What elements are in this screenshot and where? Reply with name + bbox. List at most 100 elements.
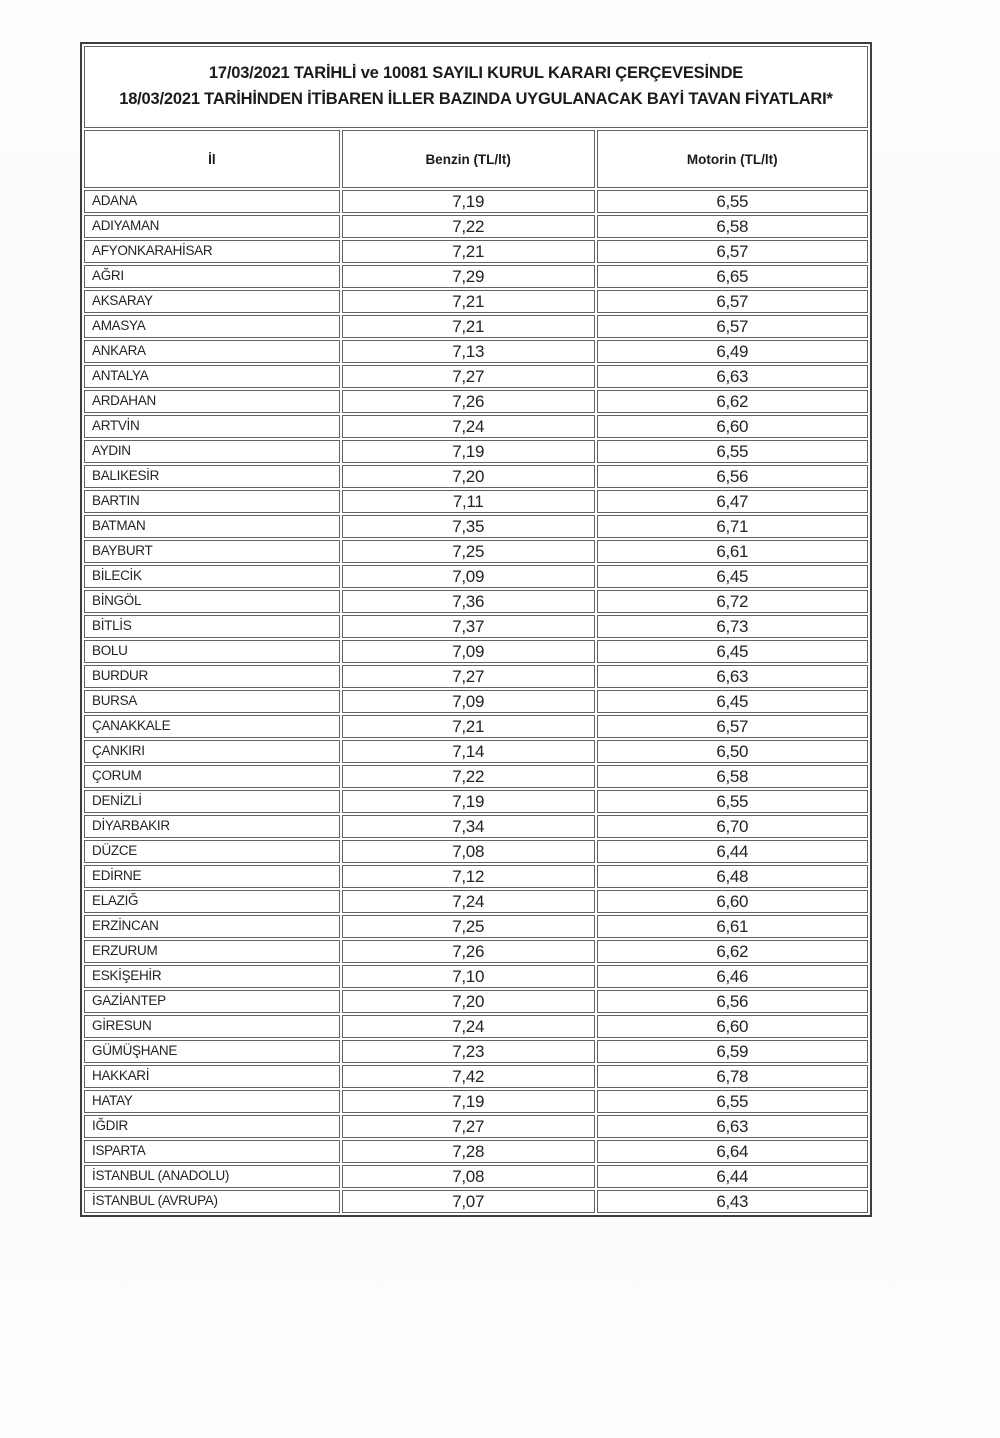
province-cell: ÇANAKKALE	[84, 715, 340, 738]
table-row: AFYONKARAHİSAR 7,21 6,57	[84, 240, 868, 263]
province-cell: BOLU	[84, 640, 340, 663]
motorin-price-cell: 6,59	[596, 1040, 868, 1063]
benzin-price-cell: 7,27	[341, 665, 595, 688]
table-row: DÜZCE 7,08 6,44	[84, 840, 868, 863]
benzin-price-cell: 7,07	[341, 1190, 595, 1213]
province-cell: BALIKESİR	[84, 465, 340, 488]
motorin-price-cell: 6,60	[596, 415, 868, 438]
motorin-price-cell: 6,45	[596, 690, 868, 713]
benzin-price-cell: 7,10	[341, 965, 595, 988]
table-row: HATAY 7,19 6,55	[84, 1090, 868, 1113]
table-row: GAZİANTEP 7,20 6,56	[84, 990, 868, 1013]
province-cell: AMASYA	[84, 315, 340, 338]
benzin-price-cell: 7,08	[341, 1165, 595, 1188]
table-row: ÇORUM 7,22 6,58	[84, 765, 868, 788]
table-row: İSTANBUL (AVRUPA) 7,07 6,43	[84, 1190, 868, 1213]
benzin-price-cell: 7,29	[341, 265, 595, 288]
title-line-1: 17/03/2021 TARİHLİ ve 10081 SAYILI KURUL…	[208, 64, 744, 83]
table-row: DENİZLİ 7,19 6,55	[84, 790, 868, 813]
province-cell: BURSA	[84, 690, 340, 713]
benzin-price-cell: 7,42	[341, 1065, 595, 1088]
province-cell: GÜMÜŞHANE	[84, 1040, 340, 1063]
motorin-price-cell: 6,44	[596, 1165, 868, 1188]
motorin-price-cell: 6,56	[596, 465, 868, 488]
benzin-price-cell: 7,22	[341, 215, 595, 238]
province-cell: ÇANKIRI	[84, 740, 340, 763]
table-row: ERZİNCAN 7,25 6,61	[84, 915, 868, 938]
motorin-price-cell: 6,56	[596, 990, 868, 1013]
table-row: ISPARTA 7,28 6,64	[84, 1140, 868, 1163]
province-cell: BİTLİS	[84, 615, 340, 638]
benzin-price-cell: 7,11	[341, 490, 595, 513]
table-row: BURSA 7,09 6,45	[84, 690, 868, 713]
table-row: GİRESUN 7,24 6,60	[84, 1015, 868, 1038]
benzin-price-cell: 7,22	[341, 765, 595, 788]
table-row: BAYBURT 7,25 6,61	[84, 540, 868, 563]
province-cell: BİLECİK	[84, 565, 340, 588]
benzin-price-cell: 7,20	[341, 990, 595, 1013]
province-cell: İSTANBUL (ANADOLU)	[84, 1165, 340, 1188]
province-cell: ÇORUM	[84, 765, 340, 788]
table-row: AĞRI 7,29 6,65	[84, 265, 868, 288]
motorin-price-cell: 6,61	[596, 915, 868, 938]
table-row: ADANA 7,19 6,55	[84, 190, 868, 213]
motorin-price-cell: 6,57	[596, 290, 868, 313]
table-row: BURDUR 7,27 6,63	[84, 665, 868, 688]
motorin-price-cell: 6,58	[596, 215, 868, 238]
province-cell: ANKARA	[84, 340, 340, 363]
province-cell: ESKİŞEHİR	[84, 965, 340, 988]
benzin-price-cell: 7,12	[341, 865, 595, 888]
table-row: GÜMÜŞHANE 7,23 6,59	[84, 1040, 868, 1063]
province-cell: AKSARAY	[84, 290, 340, 313]
table-row: EDİRNE 7,12 6,48	[84, 865, 868, 888]
province-cell: ADANA	[84, 190, 340, 213]
benzin-price-cell: 7,21	[341, 715, 595, 738]
province-cell: DENİZLİ	[84, 790, 340, 813]
benzin-price-cell: 7,21	[341, 240, 595, 263]
province-cell: ARDAHAN	[84, 390, 340, 413]
table-row: ÇANAKKALE 7,21 6,57	[84, 715, 868, 738]
benzin-price-cell: 7,24	[341, 415, 595, 438]
province-cell: ARTVİN	[84, 415, 340, 438]
province-cell: BURDUR	[84, 665, 340, 688]
benzin-price-cell: 7,20	[341, 465, 595, 488]
motorin-price-cell: 6,50	[596, 740, 868, 763]
benzin-price-cell: 7,27	[341, 1115, 595, 1138]
motorin-price-cell: 6,60	[596, 1015, 868, 1038]
motorin-price-cell: 6,55	[596, 1090, 868, 1113]
benzin-price-cell: 7,35	[341, 515, 595, 538]
benzin-price-cell: 7,24	[341, 890, 595, 913]
motorin-price-cell: 6,64	[596, 1140, 868, 1163]
province-cell: DİYARBAKIR	[84, 815, 340, 838]
motorin-price-cell: 6,61	[596, 540, 868, 563]
motorin-price-cell: 6,57	[596, 715, 868, 738]
province-cell: ELAZIĞ	[84, 890, 340, 913]
motorin-price-cell: 6,55	[596, 790, 868, 813]
motorin-price-cell: 6,47	[596, 490, 868, 513]
province-cell: AĞRI	[84, 265, 340, 288]
table-row: HAKKARİ 7,42 6,78	[84, 1065, 868, 1088]
table-row: AYDIN 7,19 6,55	[84, 440, 868, 463]
motorin-price-cell: 6,62	[596, 940, 868, 963]
benzin-price-cell: 7,27	[341, 365, 595, 388]
motorin-price-cell: 6,72	[596, 590, 868, 613]
title-row: 17/03/2021 TARİHLİ ve 10081 SAYILI KURUL…	[84, 46, 868, 128]
motorin-price-cell: 6,73	[596, 615, 868, 638]
province-cell: GİRESUN	[84, 1015, 340, 1038]
province-cell: AFYONKARAHİSAR	[84, 240, 340, 263]
province-cell: IĞDIR	[84, 1115, 340, 1138]
motorin-price-cell: 6,78	[596, 1065, 868, 1088]
motorin-price-cell: 6,65	[596, 265, 868, 288]
benzin-price-cell: 7,34	[341, 815, 595, 838]
benzin-price-cell: 7,28	[341, 1140, 595, 1163]
table-row: BİTLİS 7,37 6,73	[84, 615, 868, 638]
province-cell: EDİRNE	[84, 865, 340, 888]
table-row: ESKİŞEHİR 7,10 6,46	[84, 965, 868, 988]
table-row: ÇANKIRI 7,14 6,50	[84, 740, 868, 763]
motorin-price-cell: 6,60	[596, 890, 868, 913]
table-row: İSTANBUL (ANADOLU) 7,08 6,44	[84, 1165, 868, 1188]
benzin-price-cell: 7,21	[341, 315, 595, 338]
benzin-price-cell: 7,25	[341, 915, 595, 938]
table-body: ADANA 7,19 6,55 ADIYAMAN 7,22 6,58 AFYONKARAHİ…	[84, 190, 868, 1213]
